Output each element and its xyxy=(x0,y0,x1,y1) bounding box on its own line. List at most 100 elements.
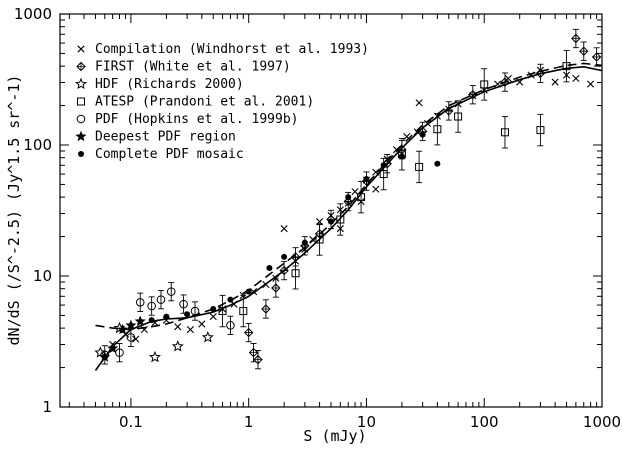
legend-label: Compilation (Windhorst et al. 1993) xyxy=(95,42,369,57)
data-point-open-square xyxy=(433,125,442,134)
legend-label: ATESP (Prandoni et al. 2001) xyxy=(95,95,314,110)
data-point-open-square xyxy=(500,128,509,137)
data-point-open-circle xyxy=(126,333,136,342)
legend-marker-filled-circle xyxy=(78,151,84,157)
data-point-cross xyxy=(423,119,432,128)
data-point-filled-circle xyxy=(163,313,170,320)
legend-marker-cross xyxy=(77,45,85,53)
data-point-cross xyxy=(186,325,194,334)
x-tick-label: 0.1 xyxy=(119,413,143,431)
data-point-open-star xyxy=(171,340,184,352)
data-point-filled-circle xyxy=(281,253,288,260)
data-point-filled-star xyxy=(117,323,129,335)
legend-label: Complete PDF mosaic xyxy=(95,147,244,162)
data-point-cross xyxy=(309,235,317,244)
data-point-filled-circle xyxy=(380,162,387,169)
data-point-cross xyxy=(209,312,217,321)
data-point-open-circle xyxy=(190,306,200,316)
legend-marker-open-circle xyxy=(76,114,86,124)
data-point-filled-circle xyxy=(301,239,308,246)
axis-ticks xyxy=(60,13,603,408)
data-point-cross xyxy=(140,325,148,334)
x-tick-label: 100 xyxy=(470,413,499,431)
data-point-open-circle xyxy=(166,287,176,296)
data-point-diamond-plus xyxy=(500,77,510,87)
data-point-cross xyxy=(198,320,206,328)
legend-label: HDF (Richards 2000) xyxy=(95,77,244,92)
data-point-open-circle xyxy=(147,301,156,311)
data-point-filled-circle xyxy=(363,176,370,183)
data-point-cross xyxy=(372,168,380,176)
axis-tick-labels: 0.1 1 10 100 1000 1 10 100 1000 xyxy=(14,5,621,431)
data-point-filled-star xyxy=(99,351,111,362)
data-point-diamond-plus xyxy=(444,106,454,116)
legend-marker-open-star xyxy=(74,77,88,90)
data-point-cross xyxy=(527,71,535,79)
data-point-filled-circle xyxy=(398,153,405,160)
data-point-cross xyxy=(132,335,140,343)
x-tick-label: 1000 xyxy=(583,413,621,431)
data-point-filled-circle xyxy=(434,160,441,167)
x-tick-label: 1 xyxy=(244,413,254,431)
data-point-cross xyxy=(262,280,270,289)
data-point-diamond-plus xyxy=(468,90,478,100)
data-point-cross xyxy=(174,323,182,331)
data-point-open-circle xyxy=(179,299,188,309)
data-point-filled-circle xyxy=(245,288,252,295)
data-point-diamond-plus xyxy=(248,347,259,358)
data-point-open-square xyxy=(536,126,545,135)
legend-marker-diamond-plus xyxy=(76,61,86,72)
data-point-open-star xyxy=(201,331,214,343)
data-point-open-square xyxy=(454,112,463,121)
data-points xyxy=(94,28,602,370)
legend-marker-filled-star xyxy=(75,130,87,142)
data-point-cross xyxy=(494,80,502,88)
data-point-diamond-plus xyxy=(535,68,546,79)
data-point-cross xyxy=(280,225,288,233)
legend-label: Deepest PDF region xyxy=(95,130,236,145)
data-point-diamond-plus xyxy=(261,304,271,314)
x-tick-label: 10 xyxy=(357,413,376,431)
data-point-filled-star xyxy=(125,319,137,331)
data-point-filled-circle xyxy=(419,131,426,138)
data-point-diamond-plus xyxy=(243,327,254,338)
data-point-filled-circle xyxy=(345,194,352,201)
data-point-cross xyxy=(372,185,380,193)
data-point-filled-star xyxy=(134,315,146,327)
data-point-open-square xyxy=(239,307,248,316)
data-point-open-square xyxy=(315,235,324,244)
y-tick-label: 10 xyxy=(33,267,52,285)
data-point-diamond-plus xyxy=(279,265,289,276)
data-point-cross xyxy=(504,74,512,83)
data-point-cross xyxy=(586,80,595,88)
legend-label: PDF (Hopkins et al. 1999b) xyxy=(95,112,299,127)
data-point-cross xyxy=(516,78,524,86)
data-point-filled-circle xyxy=(184,311,191,318)
y-tick-label: 1 xyxy=(42,398,52,416)
data-point-open-circle xyxy=(226,321,235,330)
data-point-open-circle xyxy=(156,295,166,304)
data-point-cross xyxy=(249,288,258,296)
data-point-cross xyxy=(415,99,423,107)
data-point-open-square xyxy=(562,62,571,71)
data-point-open-square xyxy=(415,162,424,171)
data-point-open-circle xyxy=(135,297,145,307)
legend-marker-open-square xyxy=(77,97,85,106)
data-point-cross xyxy=(551,78,559,86)
data-point-open-square xyxy=(218,307,227,316)
data-point-filled-circle xyxy=(328,218,334,225)
data-point-open-square xyxy=(379,170,388,179)
data-point-open-square xyxy=(480,80,489,89)
data-point-filled-circle xyxy=(227,296,234,303)
data-point-open-star xyxy=(148,350,161,363)
data-point-diamond-plus xyxy=(271,283,281,293)
data-point-open-square xyxy=(336,215,345,224)
data-point-filled-circle xyxy=(266,265,273,272)
data-point-diamond-plus xyxy=(253,354,263,365)
data-point-cross xyxy=(272,274,280,282)
data-point-filled-circle xyxy=(210,305,217,312)
data-point-open-square xyxy=(357,193,366,202)
y-tick-label: 1000 xyxy=(14,5,52,23)
data-point-open-square xyxy=(291,269,300,278)
